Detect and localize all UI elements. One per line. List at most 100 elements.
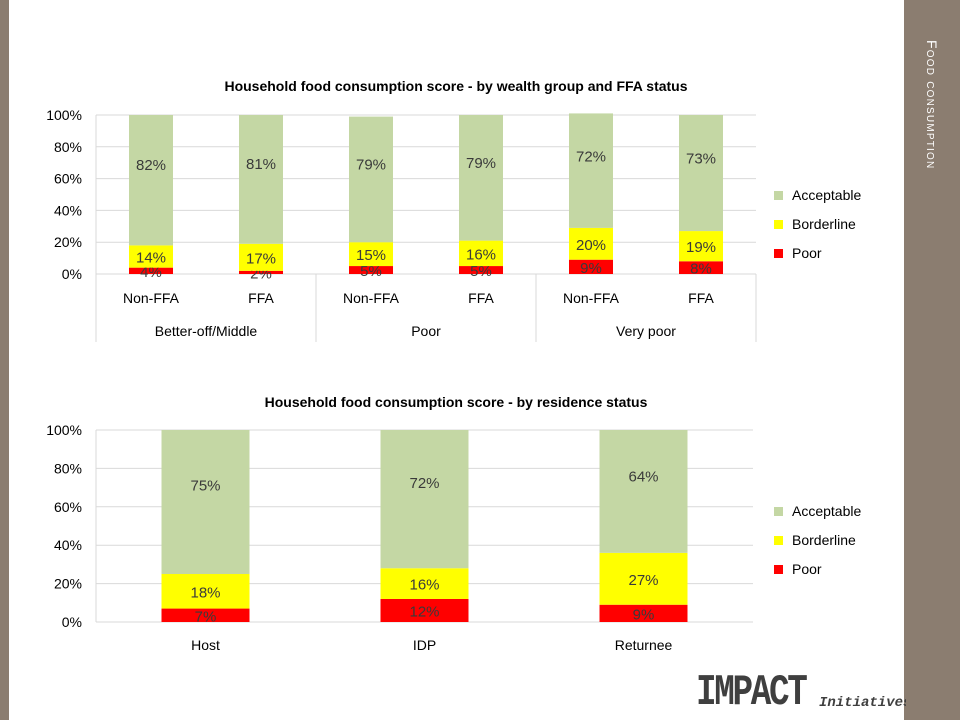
logo-graphic: IMPACT Initiatives xyxy=(696,667,911,717)
y-tick-label: 20% xyxy=(54,576,82,592)
left-frame-bar xyxy=(0,0,9,720)
data-label-acceptable: 82% xyxy=(136,157,166,174)
bar-borderline-5 xyxy=(679,231,723,262)
data-label-borderline: 27% xyxy=(628,572,658,589)
bar-poor-5 xyxy=(679,261,723,274)
bar-acceptable-1 xyxy=(239,115,283,244)
bar-borderline-2 xyxy=(349,242,393,267)
data-label-poor: 12% xyxy=(409,603,439,620)
impact-initiatives-logo: IMPACT Initiatives xyxy=(696,662,911,717)
x-tick-label: Host xyxy=(191,637,220,653)
data-label-poor: 4% xyxy=(140,264,162,281)
data-label-borderline: 14% xyxy=(136,250,166,267)
legend-swatch-acceptable xyxy=(774,507,783,516)
data-label-borderline: 20% xyxy=(576,237,606,254)
x-tick-label: IDP xyxy=(413,637,436,653)
data-label-borderline: 19% xyxy=(686,239,716,256)
legend-swatch-borderline xyxy=(774,220,783,229)
data-label-borderline: 15% xyxy=(356,247,386,264)
data-label-acceptable: 79% xyxy=(356,156,386,173)
x-tick-label: FFA xyxy=(688,290,714,306)
bar-acceptable-0 xyxy=(161,430,250,574)
legend-swatch-poor xyxy=(774,249,783,258)
data-label-poor: 8% xyxy=(690,261,712,278)
y-tick-label: 0% xyxy=(62,266,82,282)
data-label-poor: 9% xyxy=(580,260,602,277)
bar-poor-0 xyxy=(161,608,250,622)
data-label-borderline: 17% xyxy=(246,250,276,267)
y-tick-label: 20% xyxy=(54,234,82,250)
legend-label: Borderline xyxy=(792,216,856,232)
bar-poor-2 xyxy=(599,604,688,622)
x-tick-label: Returnee xyxy=(615,637,673,653)
section-title: Food consumption xyxy=(918,40,942,280)
chart-wealth-group-ffa: Household food consumption score - by we… xyxy=(46,78,861,342)
legend-swatch-borderline xyxy=(774,536,783,545)
data-label-acceptable: 75% xyxy=(190,477,220,494)
bar-borderline-1 xyxy=(239,243,283,271)
data-label-acceptable: 72% xyxy=(409,475,439,492)
data-label-borderline: 18% xyxy=(190,584,220,601)
y-tick-label: 100% xyxy=(46,107,82,123)
bar-poor-1 xyxy=(380,598,469,622)
bar-acceptable-2 xyxy=(349,116,393,243)
chart-title: Household food consumption score - by re… xyxy=(265,394,648,410)
group-label: Very poor xyxy=(616,323,676,339)
y-tick-label: 60% xyxy=(54,171,82,187)
logo-main-text: IMPACT xyxy=(696,667,807,714)
bar-borderline-1 xyxy=(380,568,469,599)
data-label-poor: 7% xyxy=(195,608,217,625)
bar-acceptable-2 xyxy=(599,430,688,553)
bar-acceptable-4 xyxy=(569,113,613,228)
x-tick-label: FFA xyxy=(248,290,274,306)
group-label: Better-off/Middle xyxy=(155,323,258,339)
x-tick-label: FFA xyxy=(468,290,494,306)
legend-label: Borderline xyxy=(792,532,856,548)
bar-acceptable-1 xyxy=(380,430,469,569)
data-label-acceptable: 72% xyxy=(576,148,606,165)
data-label-borderline: 16% xyxy=(466,246,496,263)
group-label: Poor xyxy=(411,323,441,339)
bar-borderline-4 xyxy=(569,227,613,260)
section-side-panel xyxy=(904,0,960,720)
bar-acceptable-3 xyxy=(459,115,503,241)
y-tick-label: 40% xyxy=(54,202,82,218)
data-label-borderline: 16% xyxy=(409,577,439,594)
y-tick-label: 80% xyxy=(54,460,82,476)
bar-poor-4 xyxy=(569,259,613,274)
data-label-poor: 5% xyxy=(470,263,492,280)
data-label-poor: 9% xyxy=(633,606,655,623)
chart-title: Household food consumption score - by we… xyxy=(224,78,687,94)
legend-label: Acceptable xyxy=(792,187,861,203)
data-label-acceptable: 81% xyxy=(246,156,276,173)
legend-label: Acceptable xyxy=(792,503,861,519)
y-tick-label: 80% xyxy=(54,139,82,155)
bar-acceptable-0 xyxy=(129,115,173,246)
legend-label: Poor xyxy=(792,561,822,577)
y-tick-label: 100% xyxy=(46,422,82,438)
x-tick-label: Non-FFA xyxy=(563,290,620,306)
legend-label: Poor xyxy=(792,245,822,261)
y-tick-label: 40% xyxy=(54,537,82,553)
data-label-acceptable: 64% xyxy=(628,469,658,486)
x-tick-label: Non-FFA xyxy=(343,290,400,306)
bar-poor-1 xyxy=(239,270,283,274)
bar-borderline-3 xyxy=(459,240,503,267)
logo-sub-text: Initiatives xyxy=(819,695,906,711)
data-label-acceptable: 73% xyxy=(686,151,716,168)
y-tick-label: 60% xyxy=(54,499,82,515)
legend-swatch-acceptable xyxy=(774,191,783,200)
data-label-acceptable: 79% xyxy=(466,155,496,172)
y-tick-label: 0% xyxy=(62,614,82,630)
bar-borderline-0 xyxy=(161,574,250,609)
bar-poor-2 xyxy=(349,266,393,274)
legend-swatch-poor xyxy=(774,565,783,574)
chart-residence-status: Household food consumption score - by re… xyxy=(46,394,861,653)
bar-borderline-2 xyxy=(599,552,688,605)
section-title-text: Food consumption xyxy=(924,40,940,170)
x-tick-label: Non-FFA xyxy=(123,290,180,306)
bar-poor-3 xyxy=(459,266,503,274)
bar-poor-0 xyxy=(129,267,173,274)
bar-acceptable-5 xyxy=(679,115,723,232)
data-label-poor: 5% xyxy=(360,263,382,280)
